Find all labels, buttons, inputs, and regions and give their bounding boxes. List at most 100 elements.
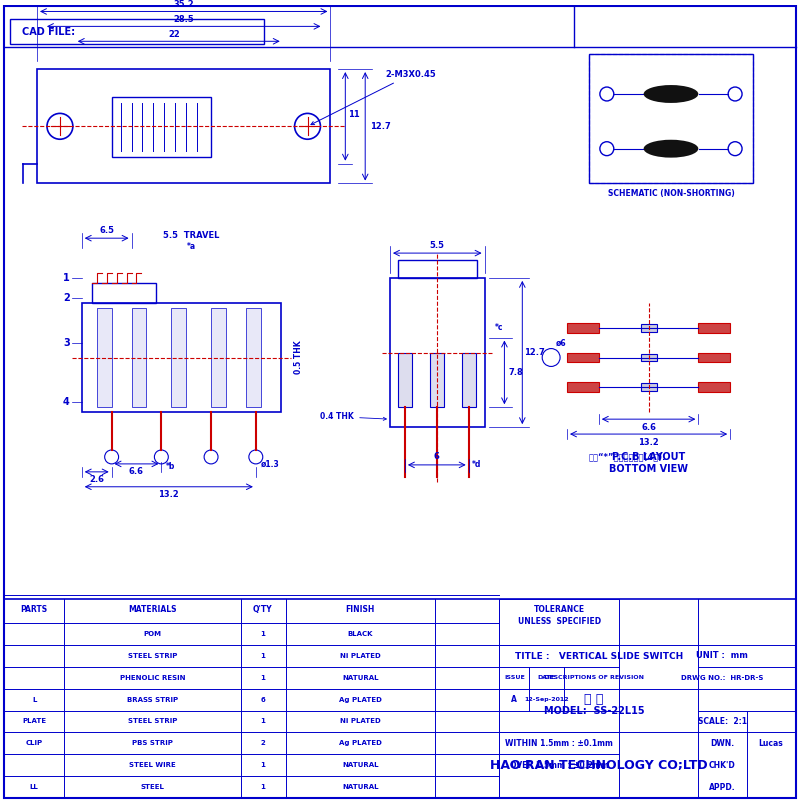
Text: STEEL STRIP: STEEL STRIP	[128, 653, 177, 659]
Text: 1: 1	[260, 653, 266, 659]
Text: *d: *d	[471, 460, 481, 470]
Text: 6.6: 6.6	[129, 467, 144, 476]
Bar	[567, 322, 599, 333]
Text: Ag PLATED: Ag PLATED	[338, 740, 382, 746]
Text: 5.5  TRAVEL: 5.5 TRAVEL	[163, 230, 219, 240]
Text: LL: LL	[30, 784, 38, 790]
Text: SCHEMATIC (NON-SHORTING): SCHEMATIC (NON-SHORTING)	[607, 189, 734, 198]
Text: *a: *a	[186, 242, 196, 250]
Text: SCALE:  2:1: SCALE: 2:1	[698, 717, 746, 726]
Text: Ag PLATED: Ag PLATED	[338, 697, 382, 702]
Bar	[131, 308, 146, 407]
Text: 12-Sep-2012: 12-Sep-2012	[524, 697, 569, 702]
Text: 12.7: 12.7	[524, 348, 545, 357]
Text: NATURAL: NATURAL	[342, 674, 378, 681]
Text: 1: 1	[260, 674, 266, 681]
Text: HAO RAN TECHNOLOGY CO;LTD: HAO RAN TECHNOLOGY CO;LTD	[490, 758, 708, 772]
Text: 6.6: 6.6	[641, 422, 656, 432]
Text: 初 版: 初 版	[584, 693, 603, 706]
Text: ø6: ø6	[556, 339, 566, 348]
Bar	[398, 260, 477, 278]
Text: STEEL WIRE: STEEL WIRE	[129, 762, 176, 768]
Text: 1: 1	[260, 631, 266, 637]
Text: UNIT :  mm: UNIT : mm	[696, 651, 748, 660]
Text: Q'TY: Q'TY	[253, 605, 273, 614]
Text: CHK'D: CHK'D	[709, 761, 735, 770]
Bar	[641, 383, 657, 391]
Bar	[390, 278, 485, 427]
Text: 11: 11	[348, 110, 360, 119]
Bar	[246, 308, 261, 407]
Bar	[698, 353, 730, 362]
Text: CAD FILE:: CAD FILE:	[22, 27, 75, 38]
Text: A: A	[511, 695, 518, 704]
Text: NATURAL: NATURAL	[342, 762, 378, 768]
Text: 12.7: 12.7	[370, 122, 390, 131]
Bar	[641, 354, 657, 362]
Text: ISSUE: ISSUE	[504, 675, 525, 680]
Text: POM: POM	[143, 631, 162, 637]
Text: 2-M3X0.45: 2-M3X0.45	[311, 70, 436, 125]
Text: 1: 1	[63, 273, 70, 283]
Bar	[641, 324, 657, 332]
Bar	[37, 69, 330, 183]
Text: 1: 1	[260, 718, 266, 725]
Text: 4: 4	[63, 398, 70, 407]
Bar	[112, 97, 211, 157]
Text: 13.2: 13.2	[638, 438, 659, 446]
Text: 7.8: 7.8	[509, 368, 524, 377]
Text: 5.5: 5.5	[430, 241, 445, 250]
Text: STEEL STRIP: STEEL STRIP	[128, 718, 177, 725]
Bar	[211, 308, 226, 407]
Text: 35.2: 35.2	[174, 0, 194, 9]
Text: APPD.: APPD.	[709, 782, 735, 791]
Text: 22: 22	[168, 30, 180, 39]
Bar	[97, 308, 112, 407]
Text: 28.5: 28.5	[174, 15, 194, 24]
Text: 13.2: 13.2	[158, 490, 179, 499]
Bar	[698, 322, 730, 333]
Bar	[92, 283, 156, 303]
Text: 6: 6	[261, 697, 265, 702]
Text: MODEL:  SS-22L15: MODEL: SS-22L15	[543, 706, 644, 715]
Text: 6: 6	[434, 453, 440, 462]
Text: BOTTOM VIEW: BOTTOM VIEW	[609, 464, 688, 474]
Text: TITLE :   VERTICAL SLIDE SWITCH: TITLE : VERTICAL SLIDE SWITCH	[514, 652, 683, 662]
Text: CLIP: CLIP	[26, 740, 42, 746]
Bar	[698, 382, 730, 392]
Text: FINISH: FINISH	[346, 605, 375, 614]
Bar	[589, 54, 753, 183]
Text: DRWG NO.:  HR-DR-S: DRWG NO.: HR-DR-S	[681, 674, 763, 681]
Text: *c: *c	[494, 323, 503, 332]
Text: 1: 1	[260, 762, 266, 768]
Text: PARTS: PARTS	[21, 605, 48, 614]
Text: DESCRIPTIONS OF REVISION: DESCRIPTIONS OF REVISION	[544, 675, 644, 680]
Text: L: L	[32, 697, 36, 702]
Text: 注：“*”表示关锈尺寸(4个).: 注：“*”表示关锈尺寸(4个).	[589, 453, 666, 462]
Text: Lucas: Lucas	[758, 739, 783, 748]
Ellipse shape	[644, 85, 698, 103]
Text: 0.4 THK: 0.4 THK	[321, 412, 386, 421]
Text: BLACK: BLACK	[347, 631, 373, 637]
Text: 1: 1	[260, 784, 266, 790]
Text: 3: 3	[63, 338, 70, 347]
Text: STEEL: STEEL	[141, 784, 164, 790]
Text: NATURAL: NATURAL	[342, 784, 378, 790]
Bar	[10, 19, 264, 44]
Text: ø1.3: ø1.3	[261, 459, 279, 469]
Text: 2: 2	[63, 293, 70, 303]
Text: WITHIN 1.5mm : ±0.1mm: WITHIN 1.5mm : ±0.1mm	[505, 739, 613, 748]
Text: MATERIALS: MATERIALS	[128, 605, 177, 614]
Text: 2: 2	[261, 740, 265, 746]
Text: OVER 1.5mm : ±0.2mm: OVER 1.5mm : ±0.2mm	[510, 761, 609, 770]
Bar	[171, 308, 186, 407]
Bar	[567, 382, 599, 392]
Text: DWN.: DWN.	[710, 739, 734, 748]
Bar	[462, 353, 475, 407]
Text: Ni PLATED: Ni PLATED	[340, 718, 381, 725]
Text: 6.5: 6.5	[99, 226, 114, 234]
Text: 2.6: 2.6	[90, 475, 104, 484]
Bar	[398, 353, 412, 407]
Text: 0.5 THK: 0.5 THK	[294, 341, 303, 374]
Text: TOLERANCE: TOLERANCE	[534, 605, 585, 614]
